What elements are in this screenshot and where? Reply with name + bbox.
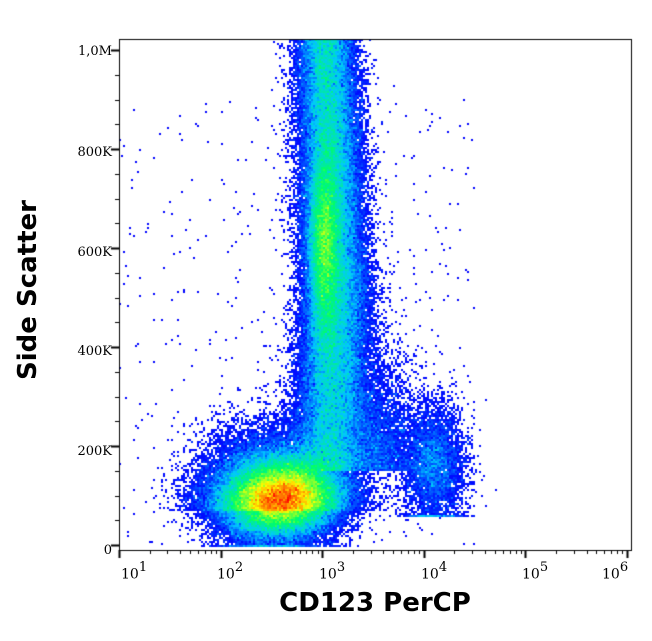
x-tick-1e6: 106: [602, 560, 629, 583]
x-axis-label: CD123 PerCP: [279, 588, 471, 618]
y-tick-800k: 800K: [77, 145, 112, 160]
x-tick-1e1: 101: [121, 560, 148, 583]
x-tick-1e2: 102: [217, 560, 244, 583]
y-tick-600k: 600K: [77, 245, 112, 260]
x-tick-1e5: 105: [522, 560, 549, 583]
y-tick-200k: 200K: [77, 444, 112, 459]
x-tick-1e4: 104: [421, 560, 448, 583]
y-tick-1m: 1,0M: [78, 44, 112, 59]
y-tick-400k: 400K: [77, 344, 112, 359]
x-tick-1e3: 103: [319, 560, 346, 583]
y-axis-label: Side Scatter: [13, 200, 43, 380]
y-tick-0: 0: [103, 543, 112, 558]
